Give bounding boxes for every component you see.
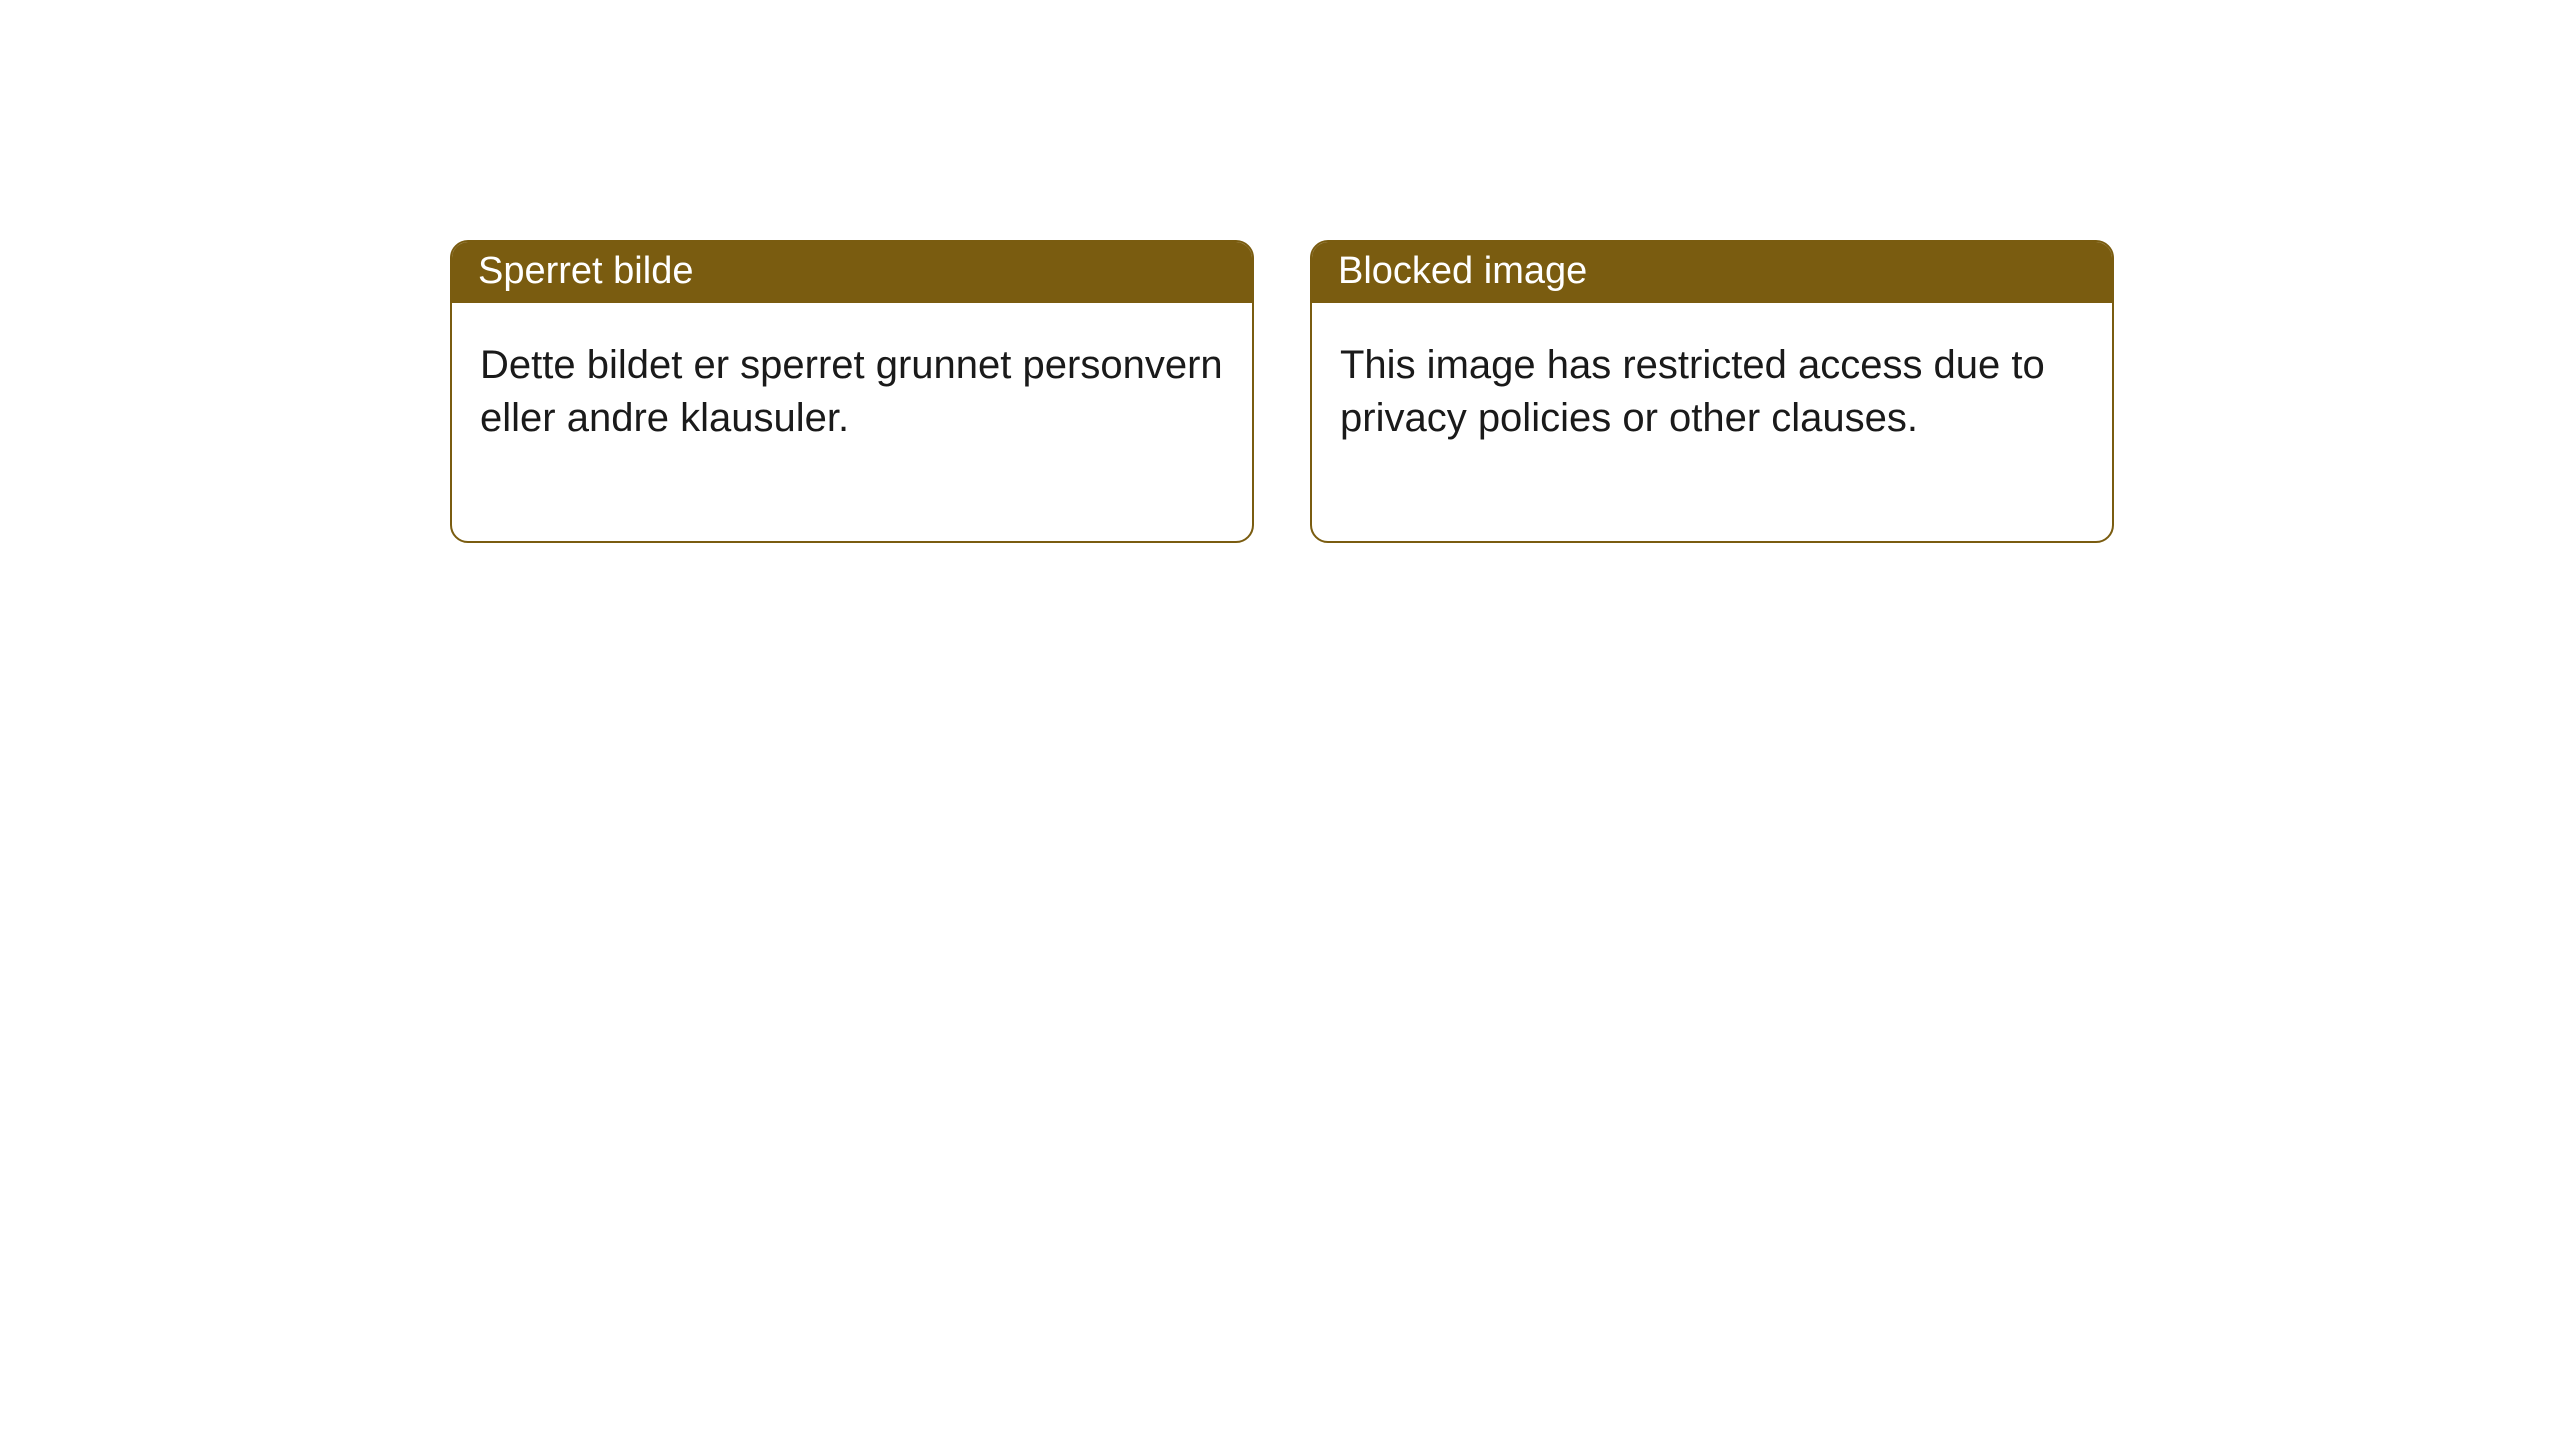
notice-cards-container: Sperret bilde Dette bildet er sperret gr… bbox=[0, 0, 2560, 543]
notice-card-norwegian: Sperret bilde Dette bildet er sperret gr… bbox=[450, 240, 1254, 543]
card-header: Sperret bilde bbox=[452, 242, 1252, 303]
card-header: Blocked image bbox=[1312, 242, 2112, 303]
card-body-text: Dette bildet er sperret grunnet personve… bbox=[452, 303, 1252, 541]
notice-card-english: Blocked image This image has restricted … bbox=[1310, 240, 2114, 543]
card-body-text: This image has restricted access due to … bbox=[1312, 303, 2112, 541]
